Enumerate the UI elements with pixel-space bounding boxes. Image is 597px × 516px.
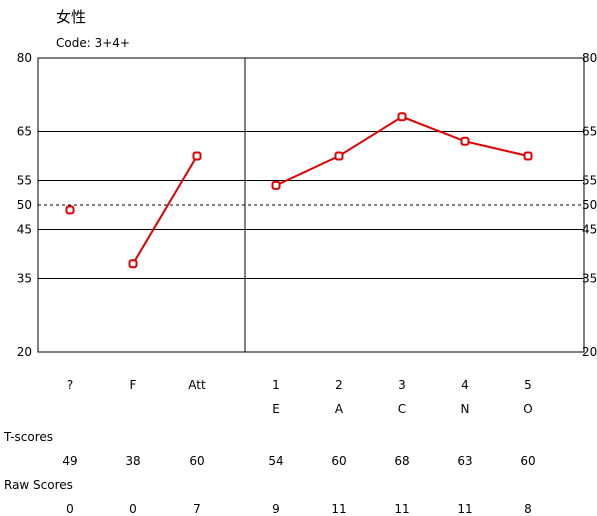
data-point-0: [65, 205, 75, 215]
x-subcategory-7: O: [523, 402, 532, 416]
t-score-cell-5: 68: [394, 454, 410, 468]
t-score-cell-4: 60: [331, 454, 347, 468]
x-subcategory-5: C: [398, 402, 406, 416]
data-point-2: [192, 151, 202, 161]
y-tick-left-55: 55: [17, 174, 32, 188]
x-category-7: 5: [524, 378, 532, 392]
y-tick-left-50: 50: [17, 198, 32, 212]
raw-score-cell-0: 0: [66, 502, 74, 516]
x-category-6: 4: [461, 378, 469, 392]
raw-score-cell-1: 0: [129, 502, 137, 516]
x-category-2: Att: [188, 378, 206, 392]
y-tick-right-55: 55: [582, 174, 597, 188]
x-category-3: 1: [272, 378, 280, 392]
y-tick-left-45: 45: [17, 223, 32, 237]
y-tick-right-35: 35: [582, 272, 597, 286]
data-point-5: [397, 112, 407, 122]
raw-scores-label: Raw Scores: [4, 478, 73, 492]
x-category-1: F: [130, 378, 137, 392]
x-subcategory-4: A: [335, 402, 344, 416]
x-category-5: 3: [398, 378, 406, 392]
y-tick-left-65: 65: [17, 125, 32, 139]
t-score-cell-7: 60: [520, 454, 536, 468]
chart-title: 女性: [56, 8, 87, 26]
t-score-cell-1: 38: [125, 454, 141, 468]
t-score-cell-2: 60: [189, 454, 205, 468]
y-tick-right-50: 50: [582, 198, 597, 212]
x-subcategory-6: N: [461, 402, 470, 416]
x-subcategory-3: E: [272, 402, 280, 416]
raw-score-cell-7: 8: [524, 502, 532, 516]
data-point-7: [523, 151, 533, 161]
y-tick-right-45: 45: [582, 223, 597, 237]
data-point-3: [271, 180, 281, 190]
y-tick-right-80: 80: [582, 51, 597, 65]
data-point-6: [460, 136, 470, 146]
y-tick-right-65: 65: [582, 125, 597, 139]
x-category-0: ?: [67, 378, 73, 392]
y-tick-left-20: 20: [17, 345, 32, 359]
t-score-cell-6: 63: [457, 454, 473, 468]
raw-score-cell-6: 11: [457, 502, 473, 516]
raw-score-cell-4: 11: [331, 502, 347, 516]
profile-code: Code: 3+4+: [56, 36, 130, 50]
raw-score-cell-2: 7: [193, 502, 201, 516]
t-scores-label: T-scores: [4, 430, 54, 444]
t-score-cell-3: 54: [268, 454, 284, 468]
y-tick-left-80: 80: [17, 51, 32, 65]
data-point-4: [334, 151, 344, 161]
series-line-segment-2: [275, 115, 529, 187]
x-category-4: 2: [335, 378, 343, 392]
t-score-cell-0: 49: [62, 454, 78, 468]
y-tick-left-35: 35: [17, 272, 32, 286]
raw-score-cell-3: 9: [272, 502, 280, 516]
raw-score-cell-5: 11: [394, 502, 410, 516]
data-point-1: [128, 259, 138, 269]
series-line-segment-1: [132, 155, 198, 265]
y-tick-right-20: 20: [582, 345, 597, 359]
